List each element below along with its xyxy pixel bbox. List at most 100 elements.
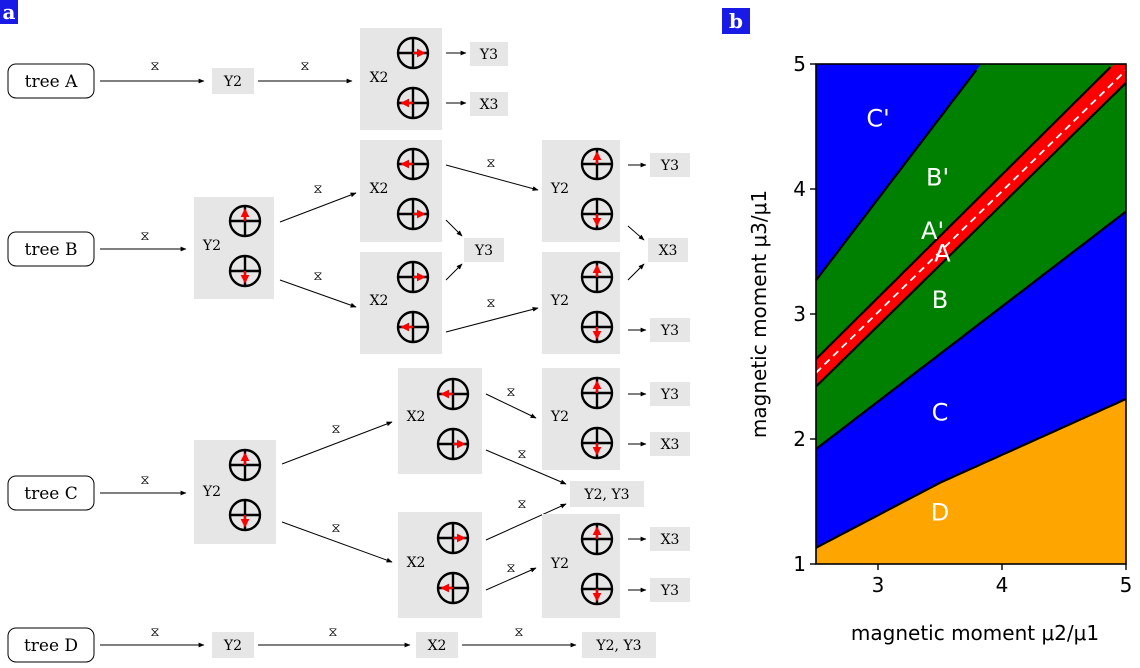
tree-c-out-bottom2 bbox=[650, 578, 690, 602]
spin-up-icon bbox=[582, 262, 612, 292]
spin-right-icon bbox=[398, 38, 428, 68]
tree-c-x2-top-label: X2 bbox=[407, 409, 426, 425]
tree-c-y2-label: Y2 bbox=[202, 484, 221, 500]
boundary-line-5 bbox=[815, 397, 1127, 549]
tree-c-out-top1-label: Y3 bbox=[660, 387, 679, 403]
spin-up-icon bbox=[582, 524, 612, 554]
region-d bbox=[816, 399, 1126, 564]
tree-b-y2-bottom-label: Y2 bbox=[550, 293, 569, 309]
tree-b-y2-top-label: Y2 bbox=[550, 181, 569, 197]
tree-d: tree D ⧖ Y2 ⧖ X2 ⧖ Y2, Y3 bbox=[7, 625, 656, 663]
boundary-line-2 bbox=[815, 69, 1127, 374]
tree-d-label: tree D bbox=[24, 636, 78, 656]
tree-b-label: tree B bbox=[25, 240, 78, 260]
tree-b-out-bottom-label: Y3 bbox=[660, 323, 679, 339]
hourglass-icon: ⧖ bbox=[331, 422, 340, 437]
hourglass-icon: ⧖ bbox=[150, 59, 159, 74]
spin-up-icon bbox=[230, 206, 260, 236]
x-axis-label: magnetic moment μ2/μ1 bbox=[851, 621, 1099, 645]
y-tick-label: 3 bbox=[793, 302, 806, 326]
panel-a-label: a bbox=[3, 0, 16, 24]
tree-b-out-top-label: Y3 bbox=[660, 158, 679, 174]
hourglass-icon: ⧖ bbox=[313, 182, 322, 197]
hourglass-icon: ⧖ bbox=[517, 447, 526, 462]
spin-up-icon bbox=[230, 450, 260, 480]
hourglass-icon: ⧖ bbox=[331, 521, 340, 536]
tree-d-y2-label: Y2 bbox=[223, 638, 242, 654]
tree-c-out-bottom2-label: Y3 bbox=[660, 583, 679, 599]
hourglass-icon: ⧖ bbox=[486, 156, 495, 171]
tree-c-x2-bottom-label: X2 bbox=[407, 555, 426, 571]
tree-c-out-top2-label: X3 bbox=[661, 437, 680, 453]
spin-down-icon bbox=[582, 312, 612, 342]
hourglass-icon: ⧖ bbox=[140, 473, 149, 488]
hourglass-icon: ⧖ bbox=[517, 497, 526, 512]
y-axis-label: magnetic moment μ3/μ1 bbox=[747, 190, 771, 438]
tree-c-out-mid-label: Y2, Y3 bbox=[583, 487, 629, 503]
hourglass-icon: ⧖ bbox=[328, 625, 337, 640]
spin-left-icon bbox=[438, 379, 468, 409]
tree-c-out-bottom1-label: X3 bbox=[661, 532, 680, 548]
panel-b: b C' B' A'AB C D 3 4 5 1 2 3 4 5 magnetic moment μ2/μ… bbox=[722, 8, 1132, 645]
tree-d-box bbox=[7, 627, 95, 663]
tree-a: tree A ⧖ Y2 ⧖ X2 Y3 X3 bbox=[7, 28, 508, 130]
boundary-line-1 bbox=[815, 66, 1112, 360]
tree-c-out-top2 bbox=[650, 432, 690, 456]
spin-left-icon bbox=[398, 312, 428, 342]
hourglass-icon: ⧖ bbox=[300, 59, 309, 74]
tree-d-x2-node bbox=[416, 632, 458, 658]
hourglass-icon: ⧖ bbox=[313, 269, 322, 284]
spin-left-icon bbox=[398, 88, 428, 118]
tree-c-label: tree C bbox=[24, 484, 78, 504]
spin-down-icon bbox=[230, 500, 260, 530]
tree-c-out-bottom1 bbox=[650, 527, 690, 551]
tree-b-out-mid bbox=[648, 238, 688, 262]
spin-up-icon bbox=[582, 149, 612, 179]
tree-a-y2-node bbox=[212, 68, 254, 94]
tree-b: tree B ⧖ Y2 ⧖ ⧖ X2 X2 Y3 ⧖ bbox=[7, 140, 690, 354]
tree-a-y2-label: Y2 bbox=[223, 74, 242, 90]
hourglass-icon: ⧖ bbox=[506, 385, 515, 400]
region-a bbox=[816, 64, 1126, 387]
tree-b-out-top bbox=[650, 153, 690, 177]
panel-b-label-bg bbox=[722, 8, 750, 34]
y-tick-label: 4 bbox=[793, 177, 806, 201]
spin-down-icon bbox=[230, 256, 260, 286]
tree-a-out-x3-label: X3 bbox=[480, 97, 499, 113]
x-tick-label: 5 bbox=[1120, 573, 1133, 597]
panel-b-label: b bbox=[729, 9, 743, 33]
spin-down-icon bbox=[582, 574, 612, 604]
region-label: C bbox=[932, 398, 949, 426]
tree-a-label: tree A bbox=[25, 72, 78, 92]
x-tick-label: 4 bbox=[996, 573, 1009, 597]
tree-b-x2-bottom-label: X2 bbox=[370, 293, 389, 309]
x-tick-label: 3 bbox=[872, 573, 885, 597]
tree-b-y2-label: Y2 bbox=[202, 238, 221, 254]
region-label: D bbox=[931, 498, 949, 526]
spin-right-icon bbox=[398, 262, 428, 292]
tree-c-y2-top-label: Y2 bbox=[550, 409, 569, 425]
spin-up-icon bbox=[582, 378, 612, 408]
tree-a-out-x3 bbox=[470, 92, 508, 116]
tree-b-x2-top-label: X2 bbox=[370, 181, 389, 197]
hourglass-icon: ⧖ bbox=[486, 296, 495, 311]
hourglass-icon: ⧖ bbox=[150, 625, 159, 640]
spin-down-icon bbox=[582, 199, 612, 229]
tree-b-mid-y3-label: Y3 bbox=[474, 243, 493, 259]
spin-right-icon bbox=[438, 523, 468, 553]
hourglass-icon: ⧖ bbox=[514, 625, 523, 640]
tree-d-out-label: Y2, Y3 bbox=[595, 638, 641, 654]
tree-d-x2-label: X2 bbox=[428, 638, 447, 654]
region-label: C' bbox=[866, 105, 889, 133]
region-label: A bbox=[934, 240, 951, 268]
tree-a-x2-label: X2 bbox=[370, 70, 389, 86]
tree-d-y2-node bbox=[212, 632, 254, 658]
panel-a-label-bg bbox=[0, 0, 18, 24]
spin-right-icon bbox=[438, 429, 468, 459]
tree-c-out-mid bbox=[570, 481, 644, 507]
phase-diagram-chart: C' B' A'AB C D 3 4 5 1 2 3 4 5 magnetic moment μ2/μ1 m… bbox=[747, 52, 1132, 645]
tree-c-y2-bottom-label: Y2 bbox=[550, 556, 569, 572]
tree-a-out-y3-label: Y3 bbox=[479, 47, 498, 63]
tree-b-mid-y3 bbox=[464, 238, 504, 262]
boundary-line-3 bbox=[815, 82, 1127, 388]
